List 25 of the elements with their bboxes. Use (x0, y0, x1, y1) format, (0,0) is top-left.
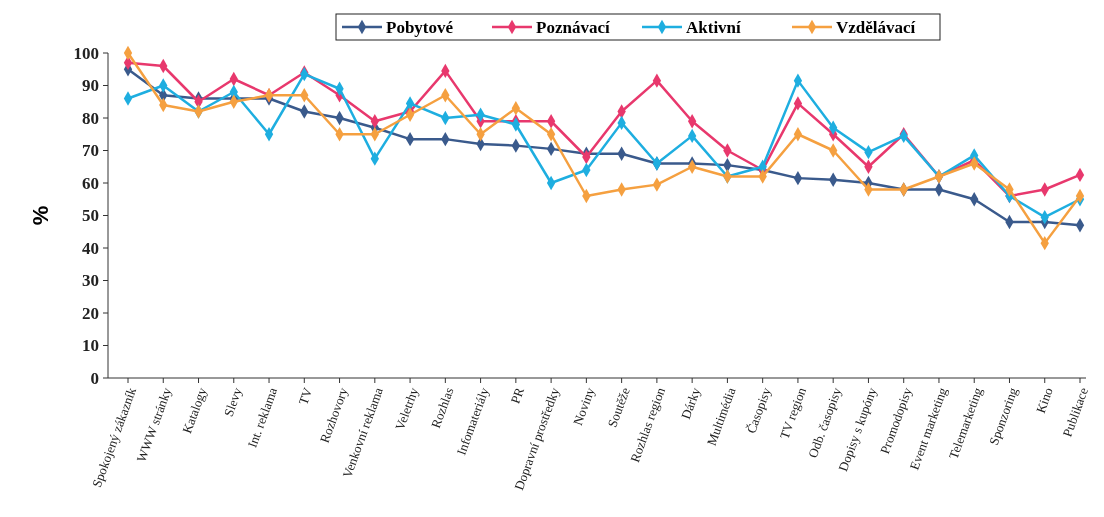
y-tick-label: 20 (82, 303, 99, 323)
x-tick-label: Soutěže (604, 385, 633, 430)
x-tick-label: PR (507, 385, 528, 406)
x-tick-label: Kino (1032, 385, 1056, 416)
y-tick-label: 80 (82, 108, 99, 128)
legend-label: Pobytové (386, 17, 454, 37)
legend-label: Vzdělávací (836, 17, 916, 37)
x-tick-label: Dárky (678, 384, 704, 422)
x-tick-label: Int. reklama (244, 385, 281, 450)
legend-label: Aktivní (686, 17, 742, 37)
y-tick-label: 50 (82, 206, 99, 226)
y-tick-label: 90 (82, 76, 99, 96)
x-tick-label: Rozhlas (428, 385, 457, 430)
x-tick-label: TV (295, 384, 316, 407)
y-tick-label: 40 (82, 238, 99, 258)
y-tick-label: 10 (82, 336, 99, 356)
legend-label: Poznávací (536, 17, 610, 37)
x-tick-label: Slevy (220, 384, 246, 419)
y-tick-label: 70 (82, 141, 99, 161)
y-tick-label: 0 (90, 368, 99, 388)
y-axis-title: % (28, 205, 53, 226)
x-tick-label: TV region (776, 384, 810, 441)
y-tick-label: 100 (73, 43, 99, 63)
y-tick-label: 60 (82, 173, 99, 193)
y-tick-label: 30 (82, 271, 99, 291)
